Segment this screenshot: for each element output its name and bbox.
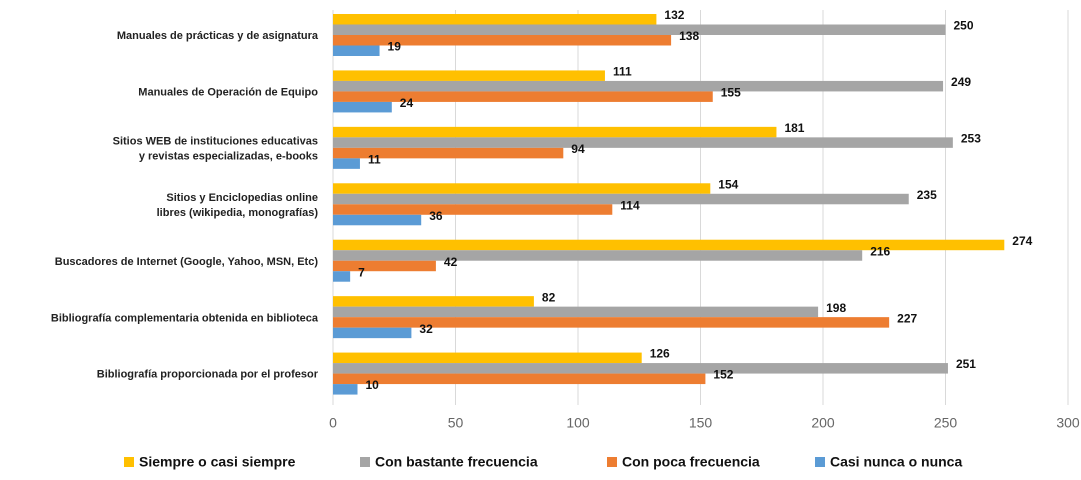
bar	[333, 250, 863, 261]
value-label: 152	[713, 368, 733, 382]
category-label: Bibliografía proporcionada por el profes…	[97, 369, 319, 381]
bar	[333, 327, 412, 339]
legend-swatch	[815, 457, 825, 467]
value-label: 32	[419, 322, 433, 336]
category-label: Bibliografía complementaria obtenida en …	[51, 312, 319, 324]
bar	[333, 137, 953, 148]
value-label: 111	[613, 65, 632, 79]
bar	[333, 296, 534, 307]
value-label: 154	[718, 177, 738, 191]
category-label: Sitios y Enciclopedias online libres (wik…	[157, 192, 319, 219]
value-label: 250	[954, 19, 974, 33]
value-label: 274	[1012, 234, 1032, 248]
bar	[333, 45, 380, 56]
value-label: 216	[870, 244, 890, 258]
bar	[333, 101, 392, 113]
legend-swatch	[360, 457, 370, 467]
value-label: 24	[400, 96, 414, 110]
bar	[333, 373, 706, 385]
bar	[333, 204, 613, 215]
category-label: Manuales de prácticas y de asignatura	[117, 30, 319, 42]
value-label: 132	[664, 8, 684, 22]
bar	[333, 363, 948, 374]
category-label: Sitios WEB de instituciones educativas y …	[113, 135, 318, 162]
bar	[333, 214, 422, 226]
x-tick-label: 200	[811, 415, 835, 431]
bar	[333, 126, 777, 138]
x-tick-label: 150	[689, 415, 713, 431]
bar	[333, 70, 605, 81]
value-label: 253	[961, 132, 981, 146]
value-label: 126	[650, 347, 670, 361]
x-tick-label: 300	[1056, 415, 1080, 431]
category-label: Buscadores de Internet (Google, Yahoo, M…	[55, 256, 319, 268]
bar	[333, 80, 944, 92]
x-tick-label: 0	[329, 415, 337, 431]
value-label: 36	[429, 209, 443, 223]
legend-swatch	[124, 457, 134, 467]
value-label: 155	[721, 86, 741, 100]
value-label: 7	[358, 265, 365, 279]
value-label: 11	[368, 153, 381, 167]
x-tick-label: 50	[448, 415, 464, 431]
legend-label: Con poca frecuencia	[622, 454, 760, 470]
legend-label: Casi nunca o nunca	[830, 454, 962, 470]
value-label: 235	[917, 188, 937, 202]
bar	[333, 183, 711, 194]
bar	[333, 147, 564, 159]
bar	[333, 193, 909, 205]
bar	[333, 91, 713, 102]
bar	[333, 317, 890, 328]
legend-swatch	[607, 457, 617, 467]
value-label: 94	[571, 142, 585, 156]
bar	[333, 14, 657, 25]
value-label: 82	[542, 290, 556, 304]
value-label: 251	[956, 357, 976, 371]
legend-label: Siempre o casi siempre	[139, 454, 296, 470]
value-label: 138	[679, 29, 699, 43]
value-label: 249	[951, 75, 971, 89]
x-tick-label: 100	[566, 415, 590, 431]
value-label: 181	[784, 121, 804, 135]
bar	[333, 260, 436, 272]
value-label: 42	[444, 255, 458, 269]
value-label: 10	[366, 378, 380, 392]
bar	[333, 384, 358, 395]
bar	[333, 352, 642, 364]
bar	[333, 306, 819, 318]
bar	[333, 239, 1005, 251]
bar	[333, 271, 351, 282]
value-label: 227	[897, 311, 917, 325]
value-label: 198	[826, 301, 846, 315]
category-label: Manuales de Operación de Equipo	[138, 87, 318, 99]
bar	[333, 158, 360, 169]
bar	[333, 35, 672, 46]
legend-label: Con bastante frecuencia	[375, 454, 538, 470]
x-tick-label: 250	[934, 415, 958, 431]
value-label: 114	[620, 198, 640, 212]
value-label: 19	[388, 40, 402, 54]
bar	[333, 24, 946, 35]
